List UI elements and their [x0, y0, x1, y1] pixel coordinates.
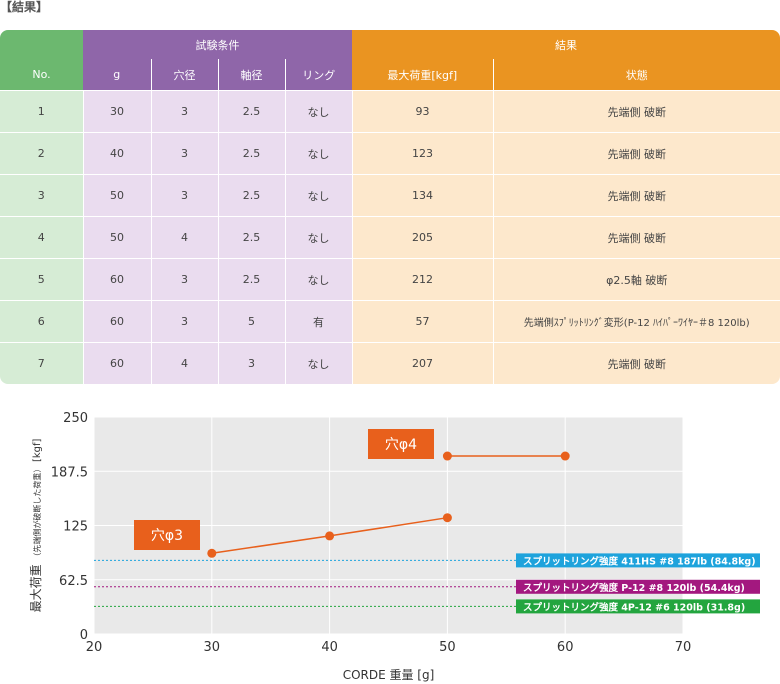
x-axis-label: CORDE 重量 [g] — [343, 668, 435, 682]
series-label-bg — [368, 429, 434, 459]
cell-load: 57 — [351, 300, 493, 343]
header-col-hole: 穴径 — [150, 59, 218, 91]
x-tick-label: 50 — [439, 640, 456, 655]
cell-hole: 3 — [150, 90, 218, 133]
cell-load: 212 — [351, 258, 493, 301]
reference-label: スプリットリング強度 4P-12 #6 120lb (31.8g) — [523, 601, 745, 613]
data-point — [560, 451, 570, 461]
cell-state: 先端側 破断 — [492, 216, 780, 259]
table-row: 1 30 3 2.5 なし 93 先端側 破断 — [0, 90, 780, 133]
cell-shaft: 2.5 — [217, 90, 285, 133]
cell-ring: なし — [284, 174, 352, 217]
x-tick-label: 30 — [204, 640, 221, 655]
y-tick-label: 125 — [63, 520, 88, 535]
cell-ring: なし — [284, 132, 352, 175]
cell-g: 50 — [82, 174, 151, 217]
cell-state: φ2.5軸 破断 — [492, 258, 780, 301]
y-tick-label: 0 — [80, 628, 88, 643]
header-col-state: 状態 — [492, 59, 780, 91]
cell-load: 93 — [351, 90, 493, 133]
table-row: 6 60 3 5 有 57 先端側ｽﾌﾟﾘｯﾄﾘﾝｸﾞ変形(P-12 ﾊｲﾊﾟｰ… — [0, 300, 780, 343]
cell-state: 先端側ｽﾌﾟﾘｯﾄﾘﾝｸﾞ変形(P-12 ﾊｲﾊﾟｰﾜｲﾔｰ＃8 120lb) — [492, 300, 780, 343]
series-label-bg — [134, 520, 200, 550]
cell-ring: なし — [284, 342, 352, 384]
reference-label: スプリットリング強度 411HS #8 187lb (84.8kg) — [523, 555, 756, 567]
cell-shaft: 2.5 — [217, 132, 285, 175]
cell-shaft: 2.5 — [217, 216, 285, 259]
cell-hole: 4 — [150, 216, 218, 259]
load-chart: 20 30 40 50 60 70 0 62.5 125 187.5 250 CORDE 重量 [g]… — [29, 411, 760, 682]
cell-g: 60 — [82, 300, 151, 343]
series-label: 穴φ3 — [151, 528, 183, 544]
header-col-load: 最大荷重[kgf] — [352, 59, 493, 91]
cell-no: 5 — [0, 258, 83, 301]
header-conditions: 試験条件 — [83, 30, 352, 59]
table-row: 7 60 4 3 なし 207 先端側 破断 — [0, 342, 780, 384]
y-tick-label: 187.5 — [51, 465, 88, 480]
cell-no: 7 — [0, 342, 83, 384]
cell-hole: 3 — [150, 132, 218, 175]
header-col-shaft: 軸径 — [217, 59, 285, 91]
cell-hole: 3 — [150, 300, 218, 343]
cell-load: 134 — [351, 174, 493, 217]
cell-load: 205 — [351, 216, 493, 259]
cell-load: 207 — [351, 342, 493, 384]
reference-label: スプリットリング強度 P-12 #8 120lb (54.4kg) — [523, 582, 745, 594]
cell-state: 先端側 破断 — [492, 90, 780, 133]
cell-shaft: 5 — [217, 300, 285, 343]
cell-g: 60 — [82, 342, 151, 384]
cell-hole: 3 — [150, 174, 218, 217]
table-row: 4 50 4 2.5 なし 205 先端側 破断 — [0, 216, 780, 259]
cell-hole: 4 — [150, 342, 218, 384]
header-no: No. — [0, 59, 83, 91]
cell-g: 40 — [82, 132, 151, 175]
y-tick-label: 250 — [63, 411, 88, 426]
cell-ring: 有 — [284, 300, 352, 343]
cell-state: 先端側 破断 — [492, 132, 780, 175]
reference-label-bg — [516, 553, 760, 568]
cell-no: 1 — [0, 90, 83, 133]
header-no-group — [0, 30, 83, 59]
data-point — [325, 531, 335, 541]
header-col-ring: リング — [284, 59, 352, 91]
cell-ring: なし — [284, 258, 352, 301]
cell-hole: 3 — [150, 258, 218, 301]
header-results: 結果 — [352, 30, 780, 59]
cell-shaft: 2.5 — [217, 174, 285, 217]
cell-g: 50 — [82, 216, 151, 259]
section-heading: 【結果】 — [0, 0, 49, 14]
series-label: 穴φ4 — [385, 437, 417, 453]
results-table: 試験条件 結果 No. g 穴径 軸径 リング 最大荷重[kgf] 状態 1 3… — [0, 30, 780, 384]
cell-g: 60 — [82, 258, 151, 301]
x-tick-label: 20 — [86, 640, 103, 655]
cell-ring: なし — [284, 216, 352, 259]
x-tick-label: 60 — [557, 640, 574, 655]
table-row: 5 60 3 2.5 なし 212 φ2.5軸 破断 — [0, 258, 780, 301]
cell-g: 30 — [82, 90, 151, 133]
data-point — [442, 513, 452, 523]
cell-shaft: 3 — [217, 342, 285, 384]
x-tick-label: 40 — [321, 640, 338, 655]
cell-no: 4 — [0, 216, 83, 259]
cell-ring: なし — [284, 90, 352, 133]
cell-shaft: 2.5 — [217, 258, 285, 301]
data-point — [207, 548, 217, 558]
cell-state: 先端側 破断 — [492, 342, 780, 384]
cell-load: 123 — [351, 132, 493, 175]
cell-no: 2 — [0, 132, 83, 175]
cell-no: 6 — [0, 300, 83, 343]
reference-label-bg — [516, 579, 760, 594]
table-row: 2 40 3 2.5 なし 123 先端側 破断 — [0, 132, 780, 175]
data-point — [442, 451, 452, 461]
y-axis-label: 最大荷重 （先端側が破断した荷重） [kgf] — [29, 438, 43, 612]
y-tick-label: 62.5 — [59, 574, 88, 589]
header-col-g: g — [83, 59, 151, 91]
cell-state: 先端側 破断 — [492, 174, 780, 217]
cell-no: 3 — [0, 174, 83, 217]
table-row: 3 50 3 2.5 なし 134 先端側 破断 — [0, 174, 780, 217]
reference-label-bg — [516, 599, 760, 614]
x-tick-label: 70 — [675, 640, 692, 655]
